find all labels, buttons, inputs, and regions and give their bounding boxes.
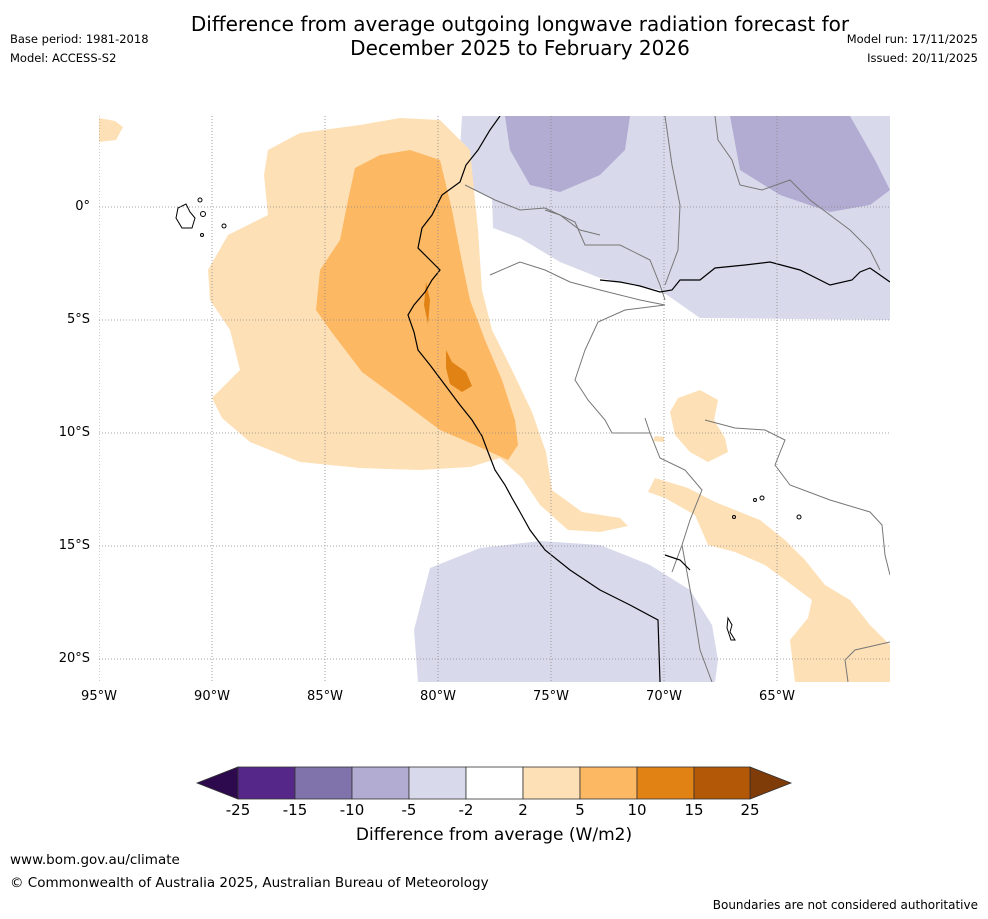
- base-period: Base period: 1981-2018: [10, 32, 149, 46]
- colorbar-bin: [636, 766, 695, 800]
- lat-label: 0°: [75, 199, 90, 214]
- colorbar-tick: 10: [627, 801, 647, 819]
- colorbar-tick: -25: [225, 801, 251, 819]
- colorbar-tick: -15: [282, 801, 308, 819]
- coastline: [407, 116, 890, 682]
- colorbar-tick: 2: [518, 801, 528, 819]
- colorbar-bin: [579, 766, 638, 800]
- issued-date: Issued: 20/11/2025: [867, 51, 978, 65]
- map-title: Difference from average outgoing longwav…: [0, 12, 988, 60]
- colorbar-bin: [351, 766, 410, 800]
- footer-disclaimer: Boundaries are not considered authoritat…: [712, 898, 978, 912]
- strong-positive-anomaly-b: [424, 282, 430, 324]
- lon-label: 85°W: [307, 689, 343, 704]
- lon-label: 95°W: [81, 689, 117, 704]
- colorbar-tick: -10: [339, 801, 365, 819]
- colorbar-above-max-extension: [749, 766, 793, 800]
- colorbar-label: Difference from average (W/m2): [355, 825, 633, 845]
- colorbar-tick: 25: [740, 801, 760, 819]
- positive-anomaly-inland-b: [653, 436, 664, 442]
- model-name: Model: ACCESS-S2: [10, 51, 117, 65]
- lat-label: 5°S: [66, 312, 90, 327]
- positive-anomaly-small-west: [99, 118, 123, 142]
- colorbar-bin: [237, 766, 296, 800]
- colorbar-bin: [465, 766, 524, 800]
- colorbar-below-min-extension: [195, 766, 239, 800]
- colorbar-tick: -2: [458, 801, 474, 819]
- colorbar-tick: 15: [684, 801, 704, 819]
- metadata-left: Base period: 1981-2018 Model: ACCESS-S2: [10, 30, 149, 68]
- lon-label: 70°W: [646, 689, 682, 704]
- colorbar-tick: 5: [575, 801, 585, 819]
- lon-label: 65°W: [759, 689, 795, 704]
- model-run: Model run: 17/11/2025: [846, 32, 978, 46]
- positive-anomaly-inland-c: [648, 478, 890, 682]
- metadata-right: Model run: 17/11/2025 Issued: 20/11/2025: [847, 30, 978, 68]
- country-borders: [464, 116, 890, 682]
- negative-anomaly-south: [414, 541, 718, 682]
- footer-url[interactable]: www.bom.gov.au/climate: [10, 852, 180, 868]
- map-fields: [99, 116, 890, 682]
- strong-positive-anomaly-a: [446, 350, 472, 392]
- colorbar: [195, 766, 793, 800]
- strong-negative-anomaly-a: [505, 116, 630, 192]
- strong-negative-anomaly-b: [730, 116, 890, 212]
- lat-label: 15°S: [58, 538, 90, 553]
- lon-label: 75°W: [533, 689, 569, 704]
- colorbar-bin: [693, 766, 751, 800]
- lon-label: 80°W: [420, 689, 456, 704]
- map-title-line1: Difference from average outgoing longwav…: [190, 12, 850, 36]
- colorbar-tick: -5: [401, 801, 417, 819]
- map-title-line2: December 2025 to February 2026: [350, 36, 690, 60]
- graticule: [99, 116, 890, 682]
- islands: [175, 197, 802, 641]
- colorbar-bin: [408, 766, 467, 800]
- positive-anomaly-inland-a: [670, 390, 728, 462]
- colorbar-bin: [294, 766, 353, 800]
- footer-copyright: © Commonwealth of Australia 2025, Austra…: [10, 875, 489, 891]
- lat-label: 20°S: [58, 651, 90, 666]
- lon-label: 90°W: [194, 689, 230, 704]
- lat-label: 10°S: [58, 425, 90, 440]
- colorbar-bin: [522, 766, 581, 800]
